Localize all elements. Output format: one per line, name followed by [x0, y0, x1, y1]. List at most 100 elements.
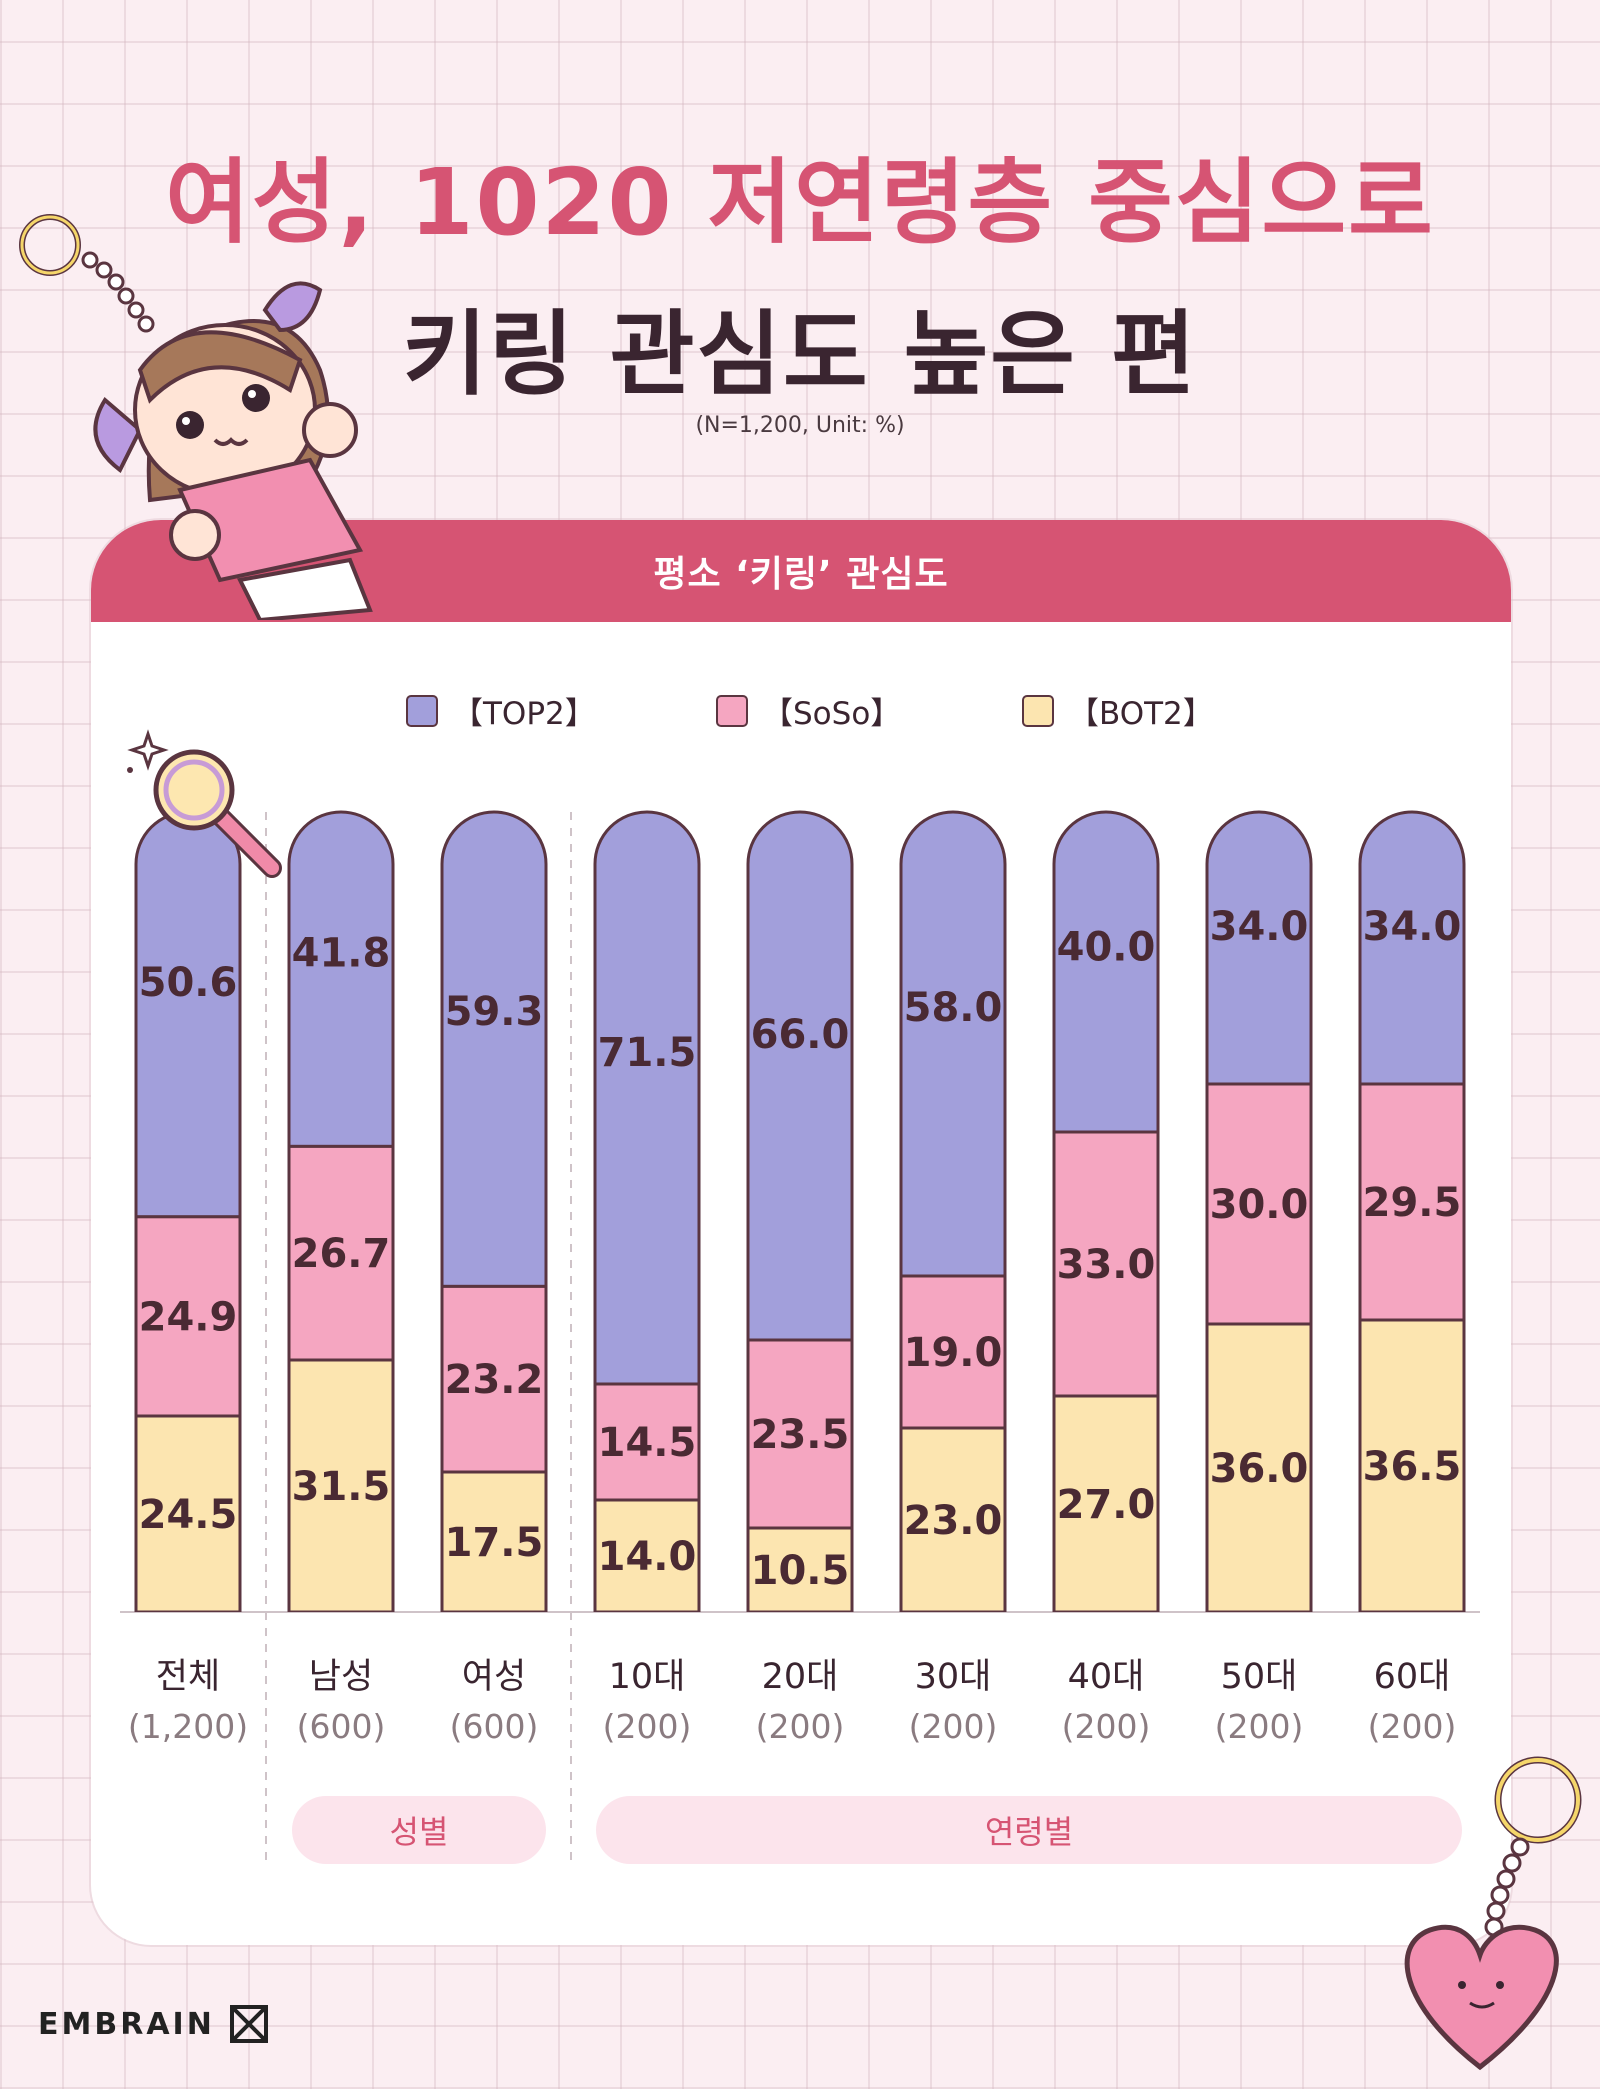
bar-top2: [748, 812, 852, 1342]
data-label-soso: 14.5: [598, 1420, 697, 1466]
brand-name: EMBRAIN: [38, 2006, 215, 2042]
bar-stack: [1360, 812, 1464, 1612]
bar-soso: [1207, 1082, 1311, 1326]
legend-item-soso: 【SoSo】: [716, 688, 901, 733]
bar-outline: [287, 810, 395, 1612]
bar-soso: [289, 1144, 393, 1362]
data-label-bot2: 17.5: [445, 1520, 544, 1566]
data-label-top2: 41.8: [292, 930, 391, 976]
legend-item-bot2: 【BOT2】: [1022, 688, 1214, 733]
bar-stack: [1054, 812, 1158, 1612]
brand-mark-icon: [229, 2005, 268, 2043]
category-label: 40대: [1068, 1657, 1145, 1697]
data-label-bot2: 31.5: [292, 1464, 391, 1510]
data-label-bot2: 36.0: [1210, 1446, 1309, 1492]
bar-outline: [593, 810, 701, 1612]
data-label-bot2: 10.5: [751, 1548, 850, 1594]
sample-size-label: (600): [297, 1707, 386, 1746]
bar-bot2: [289, 1358, 393, 1612]
bar-outline: [1205, 810, 1313, 1612]
group-label-age: 연령별: [596, 1796, 1462, 1864]
sample-size-label: (200): [1215, 1707, 1304, 1746]
bar-bot2: [901, 1426, 1005, 1612]
data-label-top2: 58.0: [904, 985, 1003, 1031]
bar-bot2: [136, 1414, 240, 1612]
sample-size-label: (1,200): [128, 1707, 248, 1746]
bar-bot2: [442, 1470, 546, 1612]
data-label-top2: 34.0: [1210, 904, 1309, 950]
sample-note: (N=1,200, Unit: %): [695, 413, 905, 438]
legend-swatch-bot2: [1022, 694, 1054, 727]
heart-keyring-icon: [1404, 1756, 1582, 2071]
bar-stack: [901, 812, 1005, 1612]
bar-soso: [1360, 1082, 1464, 1322]
sample-size-label: (600): [450, 1707, 539, 1746]
bar-top2: [289, 812, 393, 1148]
group-label-gender: 성별: [292, 1796, 546, 1864]
category-label: 남성: [309, 1657, 373, 1697]
bar-bot2: [1054, 1394, 1158, 1612]
bar-outline: [440, 810, 548, 1612]
data-label-soso: 24.9: [139, 1294, 238, 1340]
bar-stack: [748, 812, 852, 1612]
data-label-bot2: 27.0: [1057, 1482, 1156, 1528]
data-label-soso: 29.5: [1363, 1180, 1462, 1226]
legend-label-top2: 【TOP2】: [452, 696, 596, 732]
category-label: 50대: [1221, 1657, 1298, 1697]
category-label: 전체: [156, 1657, 220, 1697]
sample-size-label: (200): [1062, 1707, 1151, 1746]
data-label-top2: 66.0: [751, 1012, 850, 1058]
bar-bot2: [595, 1498, 699, 1612]
title-line-1: 여성, 1020 저연령층 중심으로: [165, 149, 1435, 256]
bar-bot2: [1360, 1318, 1464, 1612]
legend-item-top2: 【TOP2】: [406, 688, 596, 733]
bar-outline: [1052, 810, 1160, 1612]
data-label-top2: 59.3: [445, 989, 544, 1035]
bar-top2: [136, 812, 240, 1219]
data-label-bot2: 36.5: [1363, 1444, 1462, 1490]
data-label-bot2: 23.0: [904, 1498, 1003, 1544]
data-label-soso: 26.7: [292, 1231, 391, 1277]
category-label: 60대: [1374, 1657, 1451, 1697]
legend-swatch-top2: [406, 694, 438, 727]
bar-stack: [595, 812, 699, 1612]
bar-top2: [1360, 812, 1464, 1086]
data-label-top2: 71.5: [598, 1030, 697, 1076]
data-label-top2: 50.6: [139, 960, 238, 1006]
sample-size-label: (200): [909, 1707, 998, 1746]
bar-outline: [1358, 810, 1466, 1612]
bar-top2: [1054, 812, 1158, 1134]
bar-bot2: [1207, 1322, 1311, 1612]
category-label: 여성: [462, 1657, 526, 1697]
category-label: 20대: [762, 1657, 839, 1697]
category-label: 10대: [609, 1657, 686, 1697]
bar-stack: [1207, 812, 1311, 1612]
legend-label-bot2: 【BOT2】: [1068, 696, 1214, 732]
sample-size-label: (200): [756, 1707, 845, 1746]
chart-legend: 【TOP2】 【SoSo】 【BOT2】: [0, 688, 1600, 732]
doll-keyring-icon: [19, 214, 373, 620]
data-label-soso: 23.2: [445, 1357, 544, 1403]
bar-outline: [746, 810, 854, 1612]
sample-size-label: (200): [603, 1707, 692, 1746]
data-label-top2: 40.0: [1057, 924, 1156, 970]
bar-soso: [901, 1274, 1005, 1430]
data-label-bot2: 14.0: [598, 1534, 697, 1580]
data-label-bot2: 24.5: [139, 1492, 238, 1538]
bar-soso: [136, 1215, 240, 1418]
bar-top2: [442, 812, 546, 1288]
sample-size-label: (200): [1368, 1707, 1457, 1746]
legend-swatch-soso: [716, 694, 748, 727]
data-label-soso: 23.5: [751, 1412, 850, 1458]
data-label-soso: 30.0: [1210, 1182, 1309, 1228]
data-label-top2: 34.0: [1363, 904, 1462, 950]
data-label-soso: 19.0: [904, 1330, 1003, 1376]
bar-bot2: [748, 1526, 852, 1612]
brand-logo: EMBRAIN: [38, 2004, 269, 2044]
data-label-soso: 33.0: [1057, 1242, 1156, 1288]
bar-stack: [289, 812, 393, 1612]
title-line-2: 키링 관심도 높은 편: [402, 301, 1198, 408]
bar-stack: [442, 812, 546, 1612]
bar-top2: [901, 812, 1005, 1278]
